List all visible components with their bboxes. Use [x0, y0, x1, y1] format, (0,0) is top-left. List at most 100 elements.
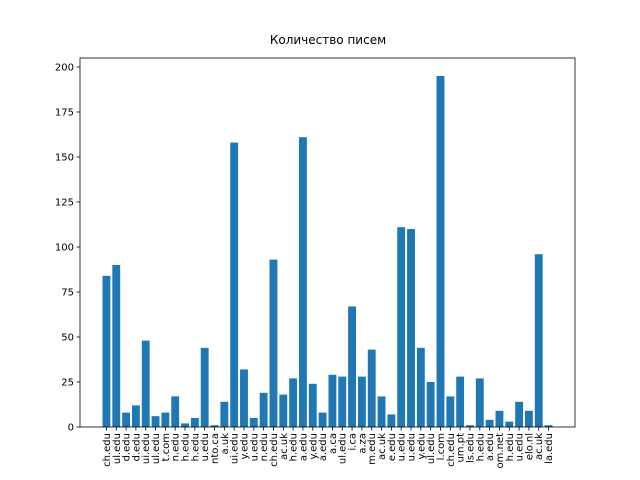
y-tick-label: 0	[68, 423, 74, 434]
chart-title: Количество писем	[270, 33, 386, 47]
y-tick-label: 100	[55, 243, 74, 254]
bar	[466, 425, 474, 427]
x-tick-label: u.edu	[407, 433, 418, 461]
bar	[171, 396, 180, 427]
bar	[131, 405, 140, 427]
bar	[102, 275, 111, 427]
bar	[299, 137, 307, 427]
x-tick-label: nto.ca	[210, 433, 221, 464]
bar	[240, 369, 248, 427]
bar	[367, 349, 376, 427]
bar	[456, 376, 465, 427]
bar	[446, 396, 455, 427]
bar	[515, 401, 524, 427]
bar	[318, 412, 327, 427]
x-tick-label: ac.uk	[279, 433, 290, 460]
bar	[387, 414, 396, 427]
bar	[544, 425, 553, 427]
x-tick-label: ul.edu	[112, 433, 123, 464]
x-tick-label: om.net	[495, 433, 506, 469]
y-tick-label: 50	[61, 333, 74, 344]
bar	[308, 383, 317, 427]
bar	[495, 410, 504, 427]
bar	[141, 340, 150, 427]
x-tick-label: a.za	[357, 433, 368, 454]
x-tick-label: m.edu	[367, 433, 378, 465]
bar	[289, 378, 298, 427]
x-tick-label: n.edu	[259, 433, 270, 461]
x-tick-label: y.edu	[239, 433, 250, 460]
bar	[122, 412, 131, 427]
x-tick-label: ul.edu	[151, 433, 162, 464]
x-tick-label: a.edu	[485, 433, 496, 461]
x-tick-label: y.edu	[416, 433, 427, 460]
bar	[524, 410, 533, 427]
bar	[357, 376, 366, 427]
bar	[475, 378, 484, 427]
bar	[534, 254, 543, 427]
x-tick-label: h.edu	[505, 433, 516, 461]
x-tick-label: ac.uk	[377, 433, 388, 460]
x-tick-label: ac.uk	[534, 433, 545, 460]
x-tick-label: u.edu	[397, 433, 408, 461]
bar	[269, 259, 278, 427]
x-tick-label: ul.edu	[426, 433, 437, 464]
x-tick-label: d.edu	[131, 433, 142, 461]
bar	[338, 376, 347, 427]
bar	[112, 265, 121, 427]
y-tick-label: 175	[55, 108, 74, 119]
x-tick-label: ch.edu	[446, 433, 457, 467]
x-tick-label: ui.edu	[141, 433, 152, 464]
x-tick-label: a.ca	[328, 433, 339, 454]
x-tick-label: a.edu	[298, 433, 309, 461]
bar	[210, 425, 219, 427]
plot-frame	[79, 57, 576, 428]
x-tick-label: u.edu	[515, 433, 526, 461]
x-tick-label: d.edu	[122, 433, 133, 461]
bar	[485, 419, 494, 427]
bar	[416, 347, 425, 427]
x-tick-label: ch.edu	[102, 433, 113, 467]
x-tick-label: ui.edu	[230, 433, 241, 464]
bar	[220, 401, 229, 427]
bar	[377, 396, 386, 427]
x-tick-label: elo.nl	[524, 433, 535, 460]
x-tick-label: ls.edu	[465, 433, 476, 463]
x-tick-label: h.edu	[181, 433, 192, 461]
x-tick-label: l.com	[436, 433, 447, 460]
x-tick-label: la.edu	[544, 433, 555, 464]
y-tick-label: 125	[55, 198, 74, 209]
bar	[151, 416, 160, 427]
x-tick-label: h.edu	[289, 433, 300, 461]
x-tick-label: h.edu	[475, 433, 486, 461]
bar	[200, 347, 209, 427]
x-tick-label: n.edu	[171, 433, 182, 461]
x-tick-label: e.edu	[387, 433, 398, 461]
bar	[249, 418, 258, 427]
y-tick-label: 200	[55, 63, 74, 74]
bar	[397, 227, 406, 427]
x-tick-label: ul.edu	[338, 433, 349, 464]
bar	[279, 394, 288, 427]
bar	[161, 412, 170, 427]
y-tick-label: 150	[55, 153, 74, 164]
x-tick-label: y.edu	[308, 433, 319, 460]
bar	[328, 374, 337, 427]
bar	[190, 418, 199, 427]
x-tick-label: ch.edu	[269, 433, 280, 467]
bar	[348, 306, 356, 427]
bar	[436, 76, 445, 427]
x-tick-label: a.edu	[318, 433, 329, 461]
x-tick-label: t.com	[161, 433, 172, 461]
bar	[407, 229, 415, 427]
bar	[259, 392, 268, 427]
x-tick-label: a.uk	[220, 433, 231, 455]
x-tick-label: um.pt	[456, 433, 467, 463]
bar	[181, 423, 189, 427]
x-tick-label: i.ca	[348, 433, 359, 451]
bar	[505, 421, 514, 427]
bar	[426, 382, 435, 427]
x-tick-label: h.edu	[190, 433, 201, 461]
bar	[230, 142, 239, 427]
